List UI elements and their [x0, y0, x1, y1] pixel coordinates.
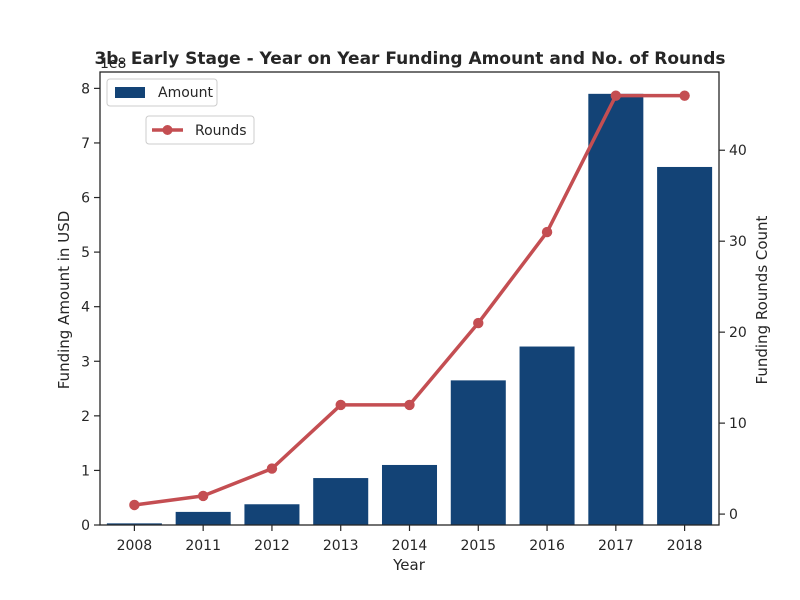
legend-rounds-label: Rounds: [195, 123, 247, 139]
x-tick-label: 2008: [117, 538, 153, 554]
rounds-point-2015: [473, 317, 484, 329]
y-tick-label: 8: [81, 81, 90, 97]
y-tick-label: 6: [81, 191, 90, 207]
x-tick-label: 2011: [185, 538, 221, 554]
legend-amount-label: Amount: [158, 85, 214, 101]
plot-area: 0 1 2 3 4 5 6 7 8 0 10 20 30 40 2008 2011 2012 2013 2014 20…: [81, 71, 747, 554]
y-tick-label: 3: [81, 354, 90, 370]
rounds-point-2011: [197, 490, 209, 502]
y2-tick-label: 20: [729, 325, 747, 341]
bar-2015: [450, 380, 506, 525]
y-axis-offset-label: 1e8: [100, 56, 126, 72]
y2-tick-label: 0: [729, 507, 738, 523]
x-axis-title: Year: [392, 556, 426, 574]
y-tick-label: 7: [81, 136, 90, 152]
y2-tick-label: 40: [729, 143, 747, 159]
bar-2016: [519, 346, 575, 525]
rounds-point-2008: [129, 499, 140, 511]
legend-amount-swatch: [115, 87, 145, 98]
x-tick-label: 2018: [667, 538, 703, 554]
legend-rounds: Rounds: [145, 115, 255, 145]
legend-amount-box: [106, 78, 218, 107]
x-tick-label: 2013: [323, 538, 359, 554]
rounds-point-2017: [610, 90, 622, 101]
y-tick-label: 5: [81, 245, 90, 261]
rounds-point-2014: [404, 399, 415, 411]
x-tick-label: 2017: [598, 538, 634, 554]
legend-rounds-box: [145, 115, 255, 145]
y2-axis-title: Funding Rounds Count: [753, 215, 771, 384]
rounds-point-2016: [541, 226, 553, 238]
legend-amount: Amount: [106, 78, 218, 107]
y-tick-label: 1: [81, 463, 90, 479]
x-tick-label: 2016: [529, 538, 565, 554]
y-tick-label: 4: [81, 300, 90, 316]
y-tick-label: 2: [81, 409, 90, 425]
bar-2008: [106, 523, 162, 525]
bar-2012: [244, 504, 300, 525]
x-tick-label: 2012: [254, 538, 290, 554]
rounds-point-2013: [335, 399, 346, 411]
rounds-point-2012: [266, 463, 278, 474]
legend-rounds-marker: [162, 125, 173, 135]
y2-tick-label: 30: [729, 234, 747, 250]
bar-2018: [657, 166, 713, 526]
bar-2014: [381, 464, 438, 525]
x-tick-label: 2015: [460, 538, 496, 554]
y-axis-title: Funding Amount in USD: [55, 211, 73, 390]
rounds-point-2018: [679, 90, 690, 101]
chart-title: 3b. Early Stage - Year on Year Funding A…: [94, 49, 725, 69]
bar-2013: [313, 478, 369, 525]
bar-2011: [175, 511, 231, 525]
y2-tick-label: 10: [729, 416, 747, 432]
bar-2017: [588, 93, 644, 525]
y-tick-label: 0: [81, 518, 90, 534]
x-tick-label: 2014: [392, 538, 428, 554]
